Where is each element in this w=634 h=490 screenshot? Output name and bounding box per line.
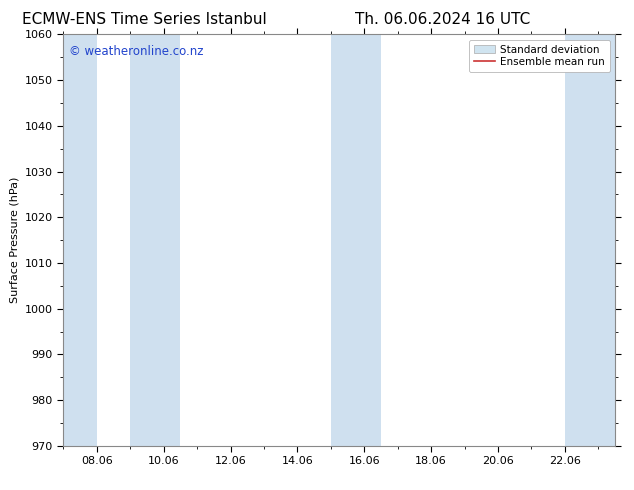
Y-axis label: Surface Pressure (hPa): Surface Pressure (hPa) (10, 177, 19, 303)
Bar (331, 34, 381, 446)
Text: Th. 06.06.2024 16 UTC: Th. 06.06.2024 16 UTC (355, 12, 530, 27)
Text: ECMW-ENS Time Series Istanbul: ECMW-ENS Time Series Istanbul (22, 12, 266, 27)
Bar (63, 34, 97, 446)
Bar (565, 34, 615, 446)
Text: © weatheronline.co.nz: © weatheronline.co.nz (69, 45, 204, 58)
Legend: Standard deviation, Ensemble mean run: Standard deviation, Ensemble mean run (469, 40, 610, 72)
Bar (130, 34, 181, 446)
